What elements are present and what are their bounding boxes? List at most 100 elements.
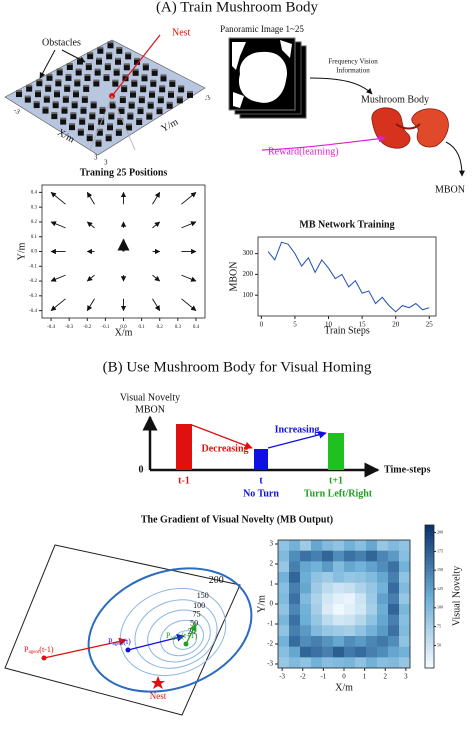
colorbar-tick-label: 100 xyxy=(437,605,443,610)
heat-cell xyxy=(300,561,312,573)
obstacle-top xyxy=(90,101,97,104)
heat-cell xyxy=(322,561,334,573)
heat-cell xyxy=(289,646,301,658)
obstacle-top xyxy=(142,63,149,66)
y-tick-label: -0.2 xyxy=(29,279,37,284)
axis-guide xyxy=(89,95,113,151)
obstacle xyxy=(104,64,111,71)
obstacle xyxy=(123,64,130,71)
heat-cell xyxy=(344,593,356,605)
obstacle xyxy=(46,74,53,81)
nest-pointer xyxy=(111,34,161,97)
arrow xyxy=(152,298,161,312)
heat-cell xyxy=(300,614,312,626)
heat-cell xyxy=(399,646,411,658)
heat-cell xyxy=(278,625,290,637)
heat-cell xyxy=(289,657,301,669)
heat-cell xyxy=(322,540,334,551)
obstacle xyxy=(64,85,71,92)
mushroom-body xyxy=(371,107,449,149)
y-tick-label: 2 xyxy=(270,560,274,568)
agent-dot xyxy=(183,641,189,647)
obstacle xyxy=(107,124,114,131)
obstacle xyxy=(69,124,76,131)
obstacle xyxy=(35,91,41,98)
line-series xyxy=(267,241,430,313)
obstacle-top xyxy=(126,123,133,126)
obstacle-top xyxy=(121,85,128,88)
obstacle xyxy=(140,86,147,93)
step-bar xyxy=(328,433,344,470)
obstacle xyxy=(94,69,101,76)
obstacle-top xyxy=(141,74,148,77)
obstacle-top xyxy=(55,79,62,82)
heat-cell xyxy=(377,646,389,658)
obstacle xyxy=(149,91,155,98)
panoramic-images xyxy=(228,37,307,119)
heat-cell xyxy=(388,561,400,573)
heat-cell xyxy=(300,625,312,637)
obstacle xyxy=(137,108,144,115)
x-axis-label: X/m xyxy=(115,327,133,338)
heat-cell xyxy=(278,604,290,615)
x-tick-label: 5 xyxy=(293,321,297,329)
obstacle-top xyxy=(131,79,138,82)
heat-cell xyxy=(333,646,345,658)
obstacle xyxy=(133,58,140,65)
heat-cell xyxy=(366,572,378,583)
colorbar-step xyxy=(425,560,434,565)
heat-cell xyxy=(300,593,312,605)
colorbar-step xyxy=(425,592,434,597)
x-tick-label: 0.3 xyxy=(175,325,182,330)
heat-cell xyxy=(377,614,389,626)
colorbar-step xyxy=(425,625,434,629)
arrow xyxy=(181,298,197,311)
heat-cell xyxy=(311,614,323,626)
heat-cell xyxy=(278,550,290,562)
contour-ring xyxy=(172,630,198,650)
obstacle xyxy=(117,118,124,125)
nest-star xyxy=(151,676,165,689)
obstacle-top xyxy=(132,68,139,71)
x-tick-label: 2 xyxy=(384,673,388,681)
obstacle-top xyxy=(61,106,68,109)
obstacle-top xyxy=(115,128,122,131)
obstacle-top xyxy=(46,73,53,76)
obstacle xyxy=(81,96,88,103)
x-tick-label: -0.2 xyxy=(83,325,91,330)
colorbar-step xyxy=(425,528,434,533)
obstacle-top xyxy=(98,117,105,120)
obstacle xyxy=(60,118,67,125)
reward-label: Reward(learning) xyxy=(268,146,339,157)
heat-cell xyxy=(399,550,411,562)
agent-label: Pagent(t+1) xyxy=(166,631,198,641)
arena-tick: 3 xyxy=(104,159,108,167)
heat-cell xyxy=(289,636,301,647)
heat-cell xyxy=(344,646,356,658)
heat-cell xyxy=(322,636,334,647)
obstacle-top xyxy=(64,84,71,87)
heat-cell xyxy=(399,540,411,551)
y-tick-label: 1 xyxy=(270,580,274,588)
heat-cell xyxy=(344,604,356,615)
obstacle-top xyxy=(77,128,84,131)
obstacle-top xyxy=(156,107,163,110)
colorbar-step xyxy=(425,525,434,529)
obstacle-top xyxy=(176,96,183,99)
y-tick-label: -2 xyxy=(267,640,273,648)
brain-bridge xyxy=(395,123,421,130)
obstacle-top xyxy=(94,68,101,71)
obstacle xyxy=(109,102,116,109)
obstacle-top xyxy=(81,95,88,98)
action-label: No Turn xyxy=(243,488,279,499)
obstacle xyxy=(141,75,148,82)
colorbar-step xyxy=(425,596,434,601)
obstacle xyxy=(169,80,176,87)
obstacle-top xyxy=(130,90,136,93)
heat-cell xyxy=(366,604,378,615)
axis-guide xyxy=(111,95,136,151)
x-tick-label: 20 xyxy=(392,321,400,329)
x-tick-label: 10 xyxy=(325,321,333,329)
heat-cell xyxy=(311,625,323,637)
obstacle-top xyxy=(157,96,164,99)
